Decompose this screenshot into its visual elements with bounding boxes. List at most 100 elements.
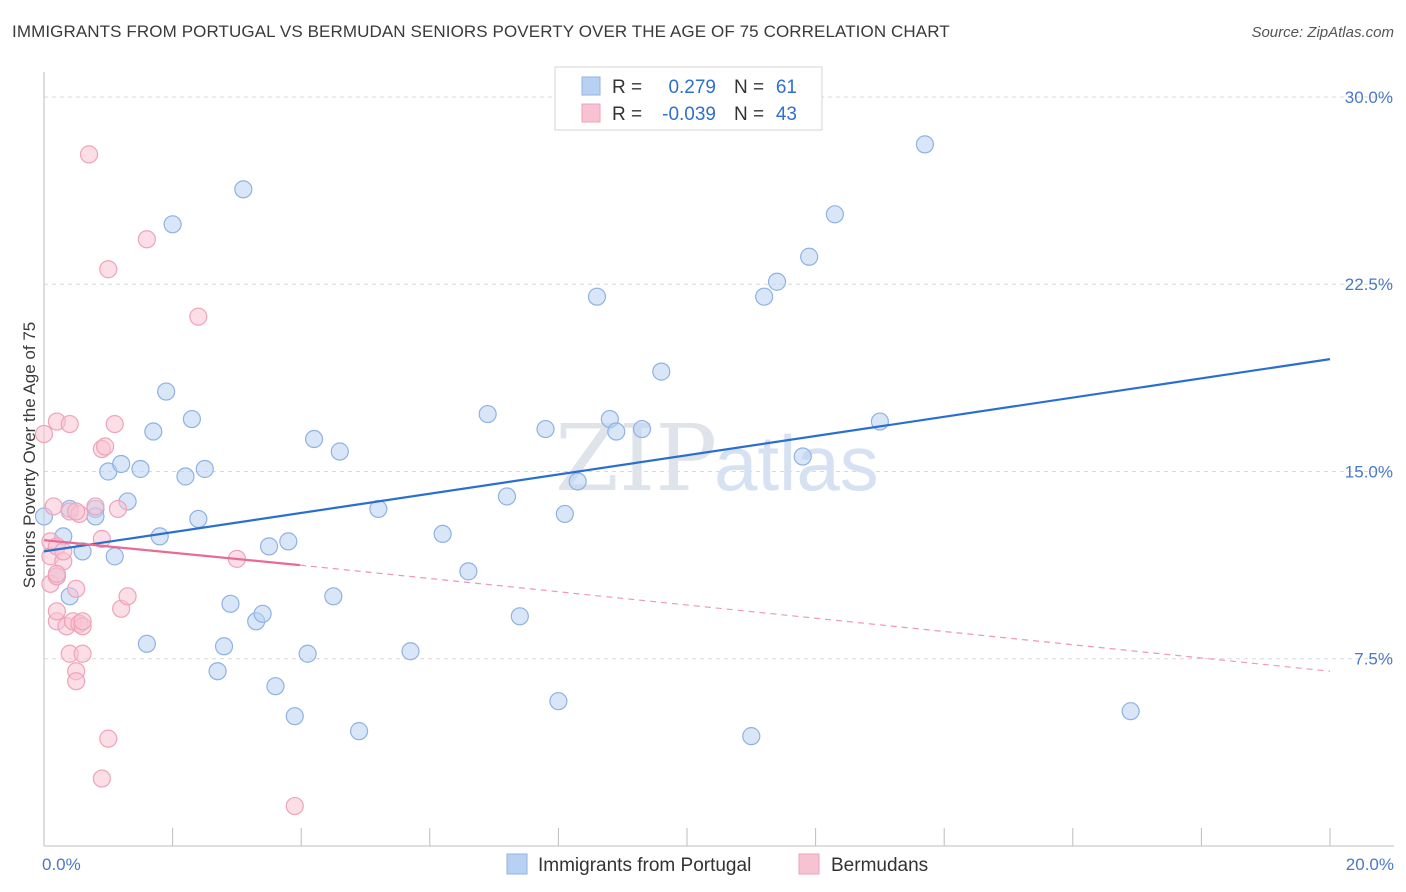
portugal-point: [401, 642, 420, 661]
bermudans-point: [118, 587, 137, 606]
bermudans-point: [189, 307, 208, 326]
bermudans-point: [47, 602, 66, 621]
bermudans-trend-extension: [299, 564, 1331, 672]
bermudans-point: [95, 437, 115, 456]
portugal-point: [182, 409, 201, 429]
bermudans-point: [137, 230, 156, 249]
portugal-point: [349, 722, 369, 741]
portugal-point: [144, 422, 163, 441]
stats-blue-n-label: N =: [734, 77, 764, 98]
bermudans-point: [54, 542, 73, 561]
bermudans-point: [105, 414, 124, 434]
bermudans-point: [44, 497, 63, 516]
portugal-point: [234, 180, 253, 199]
portugal-point: [607, 422, 626, 441]
portugal-point: [549, 692, 568, 711]
portugal-point: [433, 524, 452, 544]
stats-blue-r-value: 0.279: [663, 77, 716, 98]
portugal-point: [755, 287, 774, 306]
bermudans-point: [285, 796, 304, 816]
portugal-point: [112, 454, 131, 474]
bermudans-point: [34, 424, 54, 444]
x-tick-labels: 0.0% 20.0%: [42, 855, 1394, 874]
axes: [43, 72, 1394, 847]
portugal-point: [208, 662, 227, 681]
source-label: Source: ZipAtlas.com: [1251, 24, 1394, 41]
portugal-point: [742, 727, 761, 746]
y-tick-label: 22.5%: [1345, 275, 1393, 294]
portugal-point: [131, 459, 150, 479]
portugal-point: [304, 429, 324, 449]
bermudans-point: [73, 612, 92, 631]
portugal-point: [298, 644, 317, 663]
portugal-point: [137, 634, 156, 653]
legend-portugal-swatch: [506, 853, 528, 875]
y-tick-label: 15.0%: [1345, 462, 1393, 481]
stats-pink-n-label: N =: [734, 104, 764, 125]
portugal-point: [800, 247, 819, 266]
portugal-point: [176, 467, 195, 486]
bermudans-point: [67, 502, 86, 521]
portugal-trend-line: [43, 358, 1331, 553]
y-tick-label: 30.0%: [1345, 88, 1393, 107]
portugal-point: [497, 487, 517, 506]
series-bermudans-points: [34, 145, 304, 816]
stats-pink-n-value: 43: [776, 104, 797, 125]
portugal-point: [1121, 702, 1140, 721]
stats-box: R = 0.279 N = 61 R = -0.039 N = 43: [554, 66, 823, 131]
portugal-point: [214, 637, 234, 656]
portugal-point: [195, 459, 214, 479]
stats-pink-r-value: -0.039: [662, 104, 716, 125]
portugal-point: [157, 382, 176, 401]
portugal-point: [221, 594, 240, 613]
y-tick-labels: 7.5% 15.0% 22.5% 30.0%: [1345, 88, 1393, 669]
stats-blue-r-label: R =: [612, 77, 642, 98]
portugal-point: [587, 287, 607, 306]
bermudans-point: [73, 644, 92, 663]
portugal-point: [253, 604, 272, 623]
x-tick-label: 0.0%: [42, 855, 81, 874]
trend-lines: [43, 358, 1331, 672]
portugal-point: [568, 472, 587, 491]
bermudans-point: [67, 579, 86, 598]
x-ticks: [43, 828, 1331, 846]
portugal-point: [915, 135, 935, 154]
portugal-point: [459, 562, 478, 581]
bermudans-point: [60, 414, 79, 434]
y-tick-label: 7.5%: [1354, 650, 1393, 669]
portugal-point: [324, 587, 343, 606]
stats-pink-r-label: R =: [612, 104, 642, 125]
portugal-point: [105, 547, 124, 566]
portugal-point: [189, 509, 208, 529]
portugal-point: [536, 419, 555, 439]
portugal-point: [478, 404, 497, 424]
portugal-point: [652, 362, 671, 381]
legend-portugal-label: Immigrants from Portugal: [538, 855, 751, 876]
portugal-point: [259, 537, 279, 556]
legend-bermudans-label: Bermudans: [831, 855, 928, 876]
portugal-point: [825, 205, 844, 224]
portugal-point: [510, 607, 529, 626]
legend-bermudans-swatch: [798, 853, 820, 875]
portugal-point: [330, 442, 349, 461]
legend: Immigrants from Portugal Bermudans: [506, 853, 928, 876]
bermudans-point: [67, 672, 86, 691]
watermark-zip: ZIP: [555, 405, 717, 512]
bermudans-point: [86, 497, 105, 516]
portugal-point: [285, 707, 304, 726]
portugal-point: [793, 447, 812, 466]
bermudans-trend-line: [43, 539, 301, 567]
bermudans-point: [99, 729, 118, 748]
portugal-point: [555, 504, 574, 524]
portugal-point: [632, 419, 652, 439]
stats-blue-n-value: 61: [776, 77, 797, 98]
bermudans-point: [99, 260, 118, 279]
chart-title: IMMIGRANTS FROM PORTUGAL VS BERMUDAN SEN…: [12, 22, 950, 41]
watermark: ZIP atlas: [555, 405, 879, 512]
portugal-point: [767, 272, 787, 291]
portugal-point: [150, 527, 169, 546]
bermudans-point: [108, 499, 128, 519]
x-tick-label: 20.0%: [1346, 855, 1394, 874]
portugal-point: [279, 532, 298, 551]
